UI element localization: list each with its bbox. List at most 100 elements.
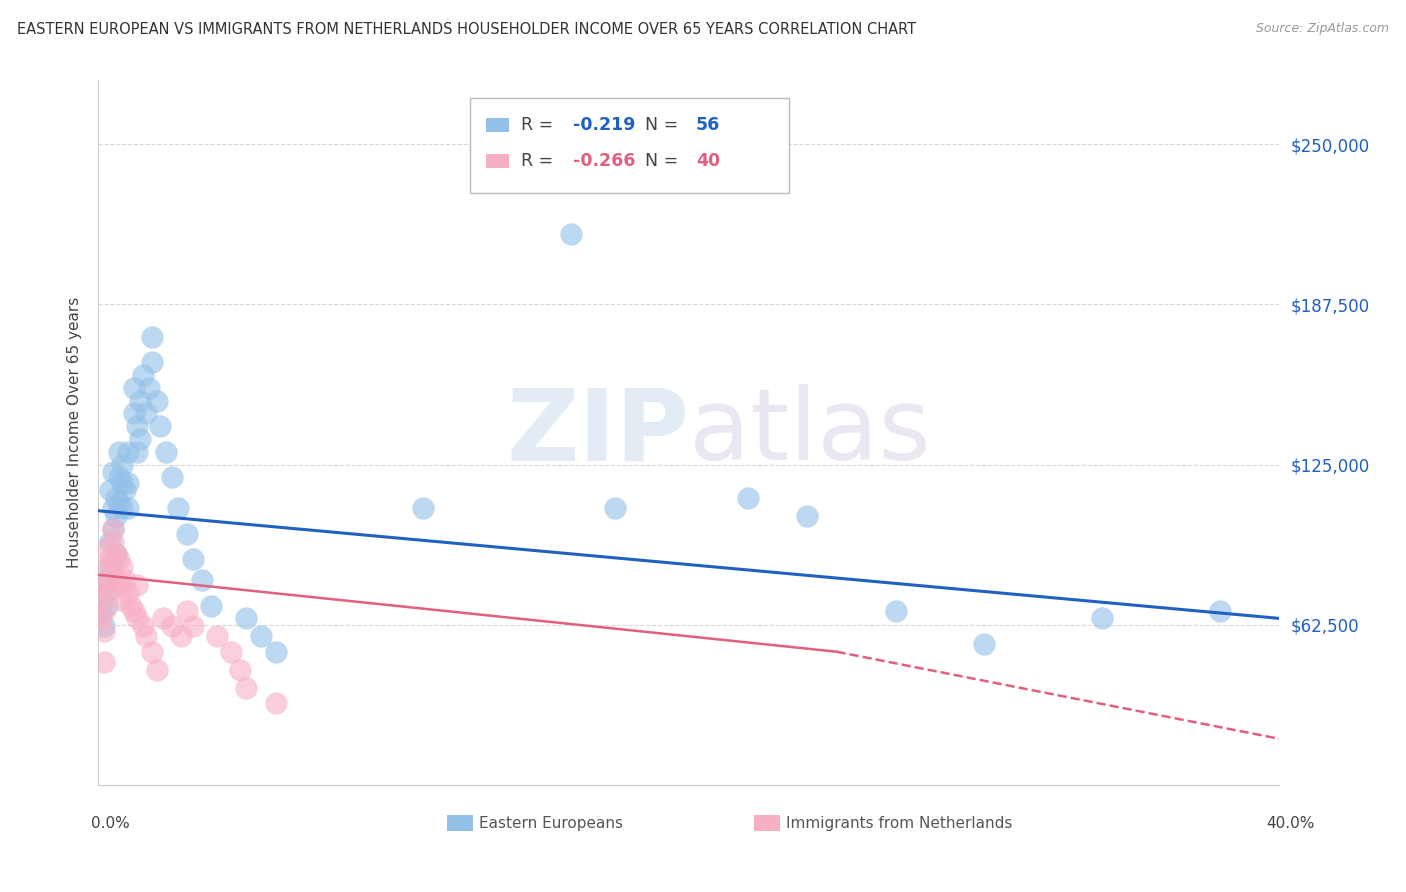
Point — [170, 629, 193, 643]
Text: 0.0%: 0.0% — [91, 816, 131, 831]
Point — [105, 573, 128, 587]
Point — [141, 329, 163, 343]
Point — [122, 604, 145, 618]
Point — [103, 534, 125, 549]
Text: R =: R = — [522, 153, 560, 170]
Point — [108, 552, 131, 566]
Point — [93, 578, 115, 592]
Point — [111, 593, 134, 607]
Point — [93, 619, 115, 633]
Point — [114, 573, 136, 587]
Point — [167, 501, 190, 516]
Text: 56: 56 — [696, 116, 720, 134]
Point — [93, 624, 115, 639]
Point — [108, 445, 131, 459]
Point — [108, 470, 131, 484]
Point — [117, 586, 139, 600]
Point — [103, 522, 125, 536]
Point — [264, 696, 287, 710]
Point — [132, 368, 155, 382]
Point — [128, 393, 150, 408]
Point — [1091, 611, 1114, 625]
Point — [103, 560, 125, 574]
Text: N =: N = — [645, 153, 683, 170]
Point — [146, 393, 169, 408]
Point — [105, 547, 128, 561]
Point — [146, 663, 169, 677]
Point — [117, 475, 139, 490]
Point — [98, 483, 121, 498]
FancyBboxPatch shape — [486, 118, 509, 132]
Point — [205, 629, 228, 643]
Point — [103, 466, 125, 480]
Point — [90, 611, 112, 625]
Text: -0.219: -0.219 — [574, 116, 636, 134]
Point — [884, 604, 907, 618]
Point — [229, 663, 252, 677]
Point — [111, 475, 134, 490]
Point — [98, 552, 121, 566]
Point — [96, 542, 118, 557]
Point — [117, 445, 139, 459]
Point — [128, 432, 150, 446]
Point — [155, 445, 177, 459]
Point — [141, 355, 163, 369]
Point — [125, 419, 148, 434]
Point — [96, 586, 118, 600]
Point — [125, 578, 148, 592]
Text: ZIP: ZIP — [506, 384, 689, 481]
Point — [111, 560, 134, 574]
Point — [120, 599, 142, 613]
Text: Immigrants from Netherlands: Immigrants from Netherlands — [786, 815, 1012, 830]
Point — [200, 599, 222, 613]
Point — [125, 445, 148, 459]
Point — [122, 406, 145, 420]
Point — [108, 496, 131, 510]
Point — [737, 491, 759, 505]
Point — [125, 611, 148, 625]
Point — [98, 534, 121, 549]
Point — [117, 501, 139, 516]
Point — [176, 604, 198, 618]
FancyBboxPatch shape — [754, 815, 780, 830]
Point — [111, 501, 134, 516]
Point — [162, 470, 183, 484]
Point — [135, 406, 157, 420]
Point — [135, 629, 157, 643]
Point — [90, 604, 112, 618]
Text: N =: N = — [645, 116, 683, 134]
Point — [235, 611, 257, 625]
Point — [90, 593, 112, 607]
Point — [98, 560, 121, 574]
Point — [96, 599, 118, 613]
Point — [93, 655, 115, 669]
Point — [96, 560, 118, 574]
Point — [98, 573, 121, 587]
Point — [250, 629, 273, 643]
Point — [149, 419, 172, 434]
Point — [162, 619, 183, 633]
Point — [235, 681, 257, 695]
Point — [138, 381, 160, 395]
Point — [605, 501, 627, 516]
Text: R =: R = — [522, 116, 560, 134]
FancyBboxPatch shape — [447, 815, 472, 830]
Text: EASTERN EUROPEAN VS IMMIGRANTS FROM NETHERLANDS HOUSEHOLDER INCOME OVER 65 YEARS: EASTERN EUROPEAN VS IMMIGRANTS FROM NETH… — [17, 22, 915, 37]
Point — [96, 573, 118, 587]
Point — [108, 578, 131, 592]
Point — [105, 508, 128, 523]
FancyBboxPatch shape — [471, 98, 789, 193]
Point — [152, 611, 174, 625]
Point — [973, 637, 995, 651]
Point — [560, 227, 582, 241]
Point — [93, 604, 115, 618]
Point — [412, 501, 434, 516]
Point — [103, 501, 125, 516]
Point — [181, 552, 204, 566]
Point — [93, 586, 115, 600]
Point — [141, 645, 163, 659]
Point — [191, 573, 214, 587]
Point — [176, 526, 198, 541]
Point — [264, 645, 287, 659]
Text: Eastern Europeans: Eastern Europeans — [478, 815, 623, 830]
